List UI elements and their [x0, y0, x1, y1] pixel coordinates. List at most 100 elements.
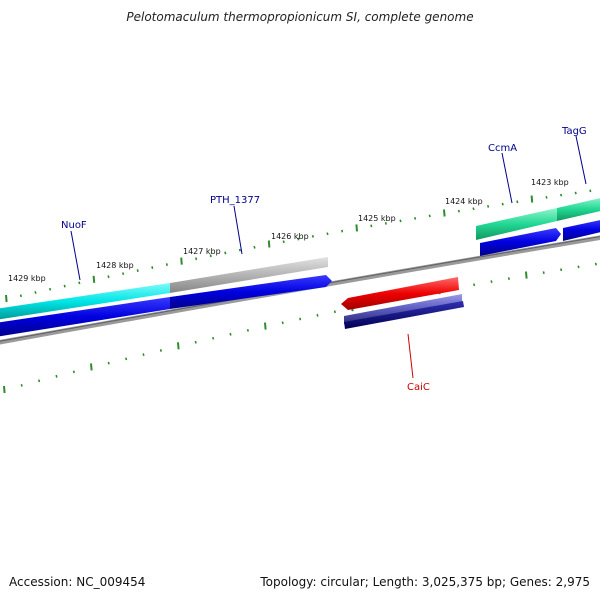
- inner-ring-major-tick: [177, 342, 180, 350]
- tagg-gene-feature[interactable]: [557, 197, 600, 221]
- gene-pth1377[interactable]: [170, 257, 332, 309]
- gene-label-pth1377[interactable]: PTH_1377: [210, 195, 260, 206]
- inner-ring-minor-tick: [560, 268, 563, 272]
- outer-ring-minor-tick: [487, 205, 490, 208]
- inner-ring-minor-tick: [72, 370, 75, 374]
- outer-ring-minor-tick: [122, 272, 125, 276]
- outer-ring-minor-tick: [165, 263, 168, 266]
- tick-label-1429: 1429 kbp: [8, 274, 46, 283]
- inner-ring-minor-tick: [229, 332, 232, 336]
- tick-label-1424: 1424 kbp: [445, 197, 483, 206]
- outer-ring-minor-tick: [384, 221, 387, 225]
- outer-ring-minor-tick: [253, 245, 256, 249]
- outer-ring-minor-tick: [399, 219, 402, 223]
- inner-ring-minor-tick: [38, 379, 41, 383]
- outer-ring-major-tick: [92, 275, 96, 283]
- inner-ring-minor-tick: [159, 349, 162, 352]
- inner-ring-minor-tick: [333, 310, 336, 314]
- inner-ring-minor-tick: [281, 321, 284, 325]
- outer-ring-minor-tick: [224, 251, 227, 255]
- outer-ring-minor-tick: [414, 216, 417, 220]
- gene-label-tagg[interactable]: TagG: [561, 126, 587, 137]
- outer-ring-major-tick: [443, 209, 446, 217]
- map-title: Pelotomaculum thermopropionicum SI, comp…: [126, 10, 474, 24]
- inner-ring-minor-tick: [542, 271, 545, 274]
- outer-ring-minor-tick: [545, 195, 548, 199]
- outer-tick-ring: [5, 189, 592, 303]
- gene-label-ccma[interactable]: CcmA: [488, 143, 517, 154]
- tick-labels: 1429 kbp 1428 kbp 1427 kbp 1426 kbp 1425…: [8, 178, 569, 283]
- accession-label: Accession: NC_009454: [9, 575, 146, 589]
- inner-ring-minor-tick: [507, 277, 510, 280]
- ccma-gene-feature[interactable]: [476, 208, 557, 240]
- outer-ring-minor-tick: [78, 281, 81, 285]
- genome-summary: Topology: circular; Length: 3,025,375 bp…: [260, 575, 590, 589]
- outer-ring-minor-tick: [63, 284, 66, 288]
- inner-ring-minor-tick: [142, 353, 145, 357]
- outer-ring-minor-tick: [516, 200, 519, 204]
- inner-ring-minor-tick: [55, 374, 58, 378]
- inner-ring-minor-tick: [20, 383, 23, 387]
- inner-ring-minor-tick: [577, 265, 580, 269]
- outer-ring-major-tick: [180, 257, 183, 265]
- pth1377-cds-arrow[interactable]: [170, 275, 332, 309]
- inner-ring-major-tick: [525, 271, 528, 279]
- pth1377-gene-feature[interactable]: [170, 257, 328, 293]
- ccma-cds-arrow[interactable]: [480, 228, 561, 256]
- inner-ring-minor-tick: [107, 361, 110, 365]
- tagg-cds-arrow[interactable]: [563, 219, 600, 241]
- tick-label-1425: 1425 kbp: [358, 214, 396, 223]
- inner-ring-minor-tick: [212, 336, 215, 340]
- nuof-cds-arrow[interactable]: [0, 297, 170, 337]
- caic-gene-feature[interactable]: [341, 277, 459, 310]
- outer-ring-minor-tick: [34, 291, 37, 294]
- inner-ring-major-tick: [90, 363, 93, 371]
- label-leaders: [70, 135, 587, 379]
- gene-tagg[interactable]: [557, 197, 600, 241]
- outer-ring-major-tick: [267, 240, 271, 248]
- outer-ring-minor-tick: [195, 257, 198, 261]
- inner-ring-major-tick: [3, 385, 6, 394]
- outer-ring-minor-tick: [238, 248, 241, 252]
- outer-ring-minor-tick: [49, 287, 52, 291]
- inner-ring-minor-tick: [490, 280, 493, 284]
- outer-ring-minor-tick: [326, 232, 329, 236]
- inner-ring-minor-tick: [299, 317, 302, 321]
- outer-ring-minor-tick: [457, 209, 460, 213]
- tick-label-1426: 1426 kbp: [271, 232, 309, 241]
- nuof-gene-feature[interactable]: [0, 283, 170, 320]
- inner-ring-minor-tick: [194, 340, 197, 344]
- outer-ring-minor-tick: [209, 254, 212, 258]
- outer-ring-minor-tick: [428, 214, 431, 218]
- tick-label-1427: 1427 kbp: [183, 247, 221, 256]
- outer-ring-minor-tick: [19, 294, 22, 298]
- outer-ring-minor-tick: [311, 234, 314, 238]
- outer-ring-major-tick: [530, 195, 534, 203]
- inner-ring-major-tick: [264, 322, 267, 330]
- outer-ring-minor-tick: [282, 240, 285, 244]
- tick-label-1423: 1423 kbp: [531, 178, 569, 187]
- outer-ring-minor-tick: [370, 224, 373, 228]
- gene-caic[interactable]: [341, 277, 464, 329]
- gene-label-nuof[interactable]: NuoF: [61, 220, 87, 231]
- tick-label-1428: 1428 kbp: [96, 261, 134, 270]
- outer-ring-major-tick: [5, 294, 8, 303]
- gene-label-caic[interactable]: CaiC: [407, 382, 430, 393]
- gene-nuof[interactable]: [0, 283, 170, 337]
- caic-cds-bar[interactable]: [344, 294, 462, 324]
- inner-ring-minor-tick: [594, 262, 597, 266]
- outer-ring-minor-tick: [501, 202, 504, 206]
- inner-ring-minor-tick: [473, 283, 476, 287]
- gene-ccma[interactable]: [476, 208, 561, 256]
- inner-ring-minor-tick: [246, 329, 249, 332]
- outer-ring-minor-tick: [341, 229, 344, 233]
- outer-ring-minor-tick: [151, 266, 154, 269]
- outer-ring-major-tick: [355, 224, 358, 232]
- outer-ring-minor-tick: [136, 269, 139, 272]
- outer-ring-minor-tick: [589, 189, 592, 193]
- outer-ring-minor-tick: [107, 275, 110, 279]
- inner-ring-minor-tick: [125, 357, 128, 361]
- outer-ring-minor-tick: [297, 237, 300, 241]
- inner-ring-minor-tick: [316, 313, 319, 317]
